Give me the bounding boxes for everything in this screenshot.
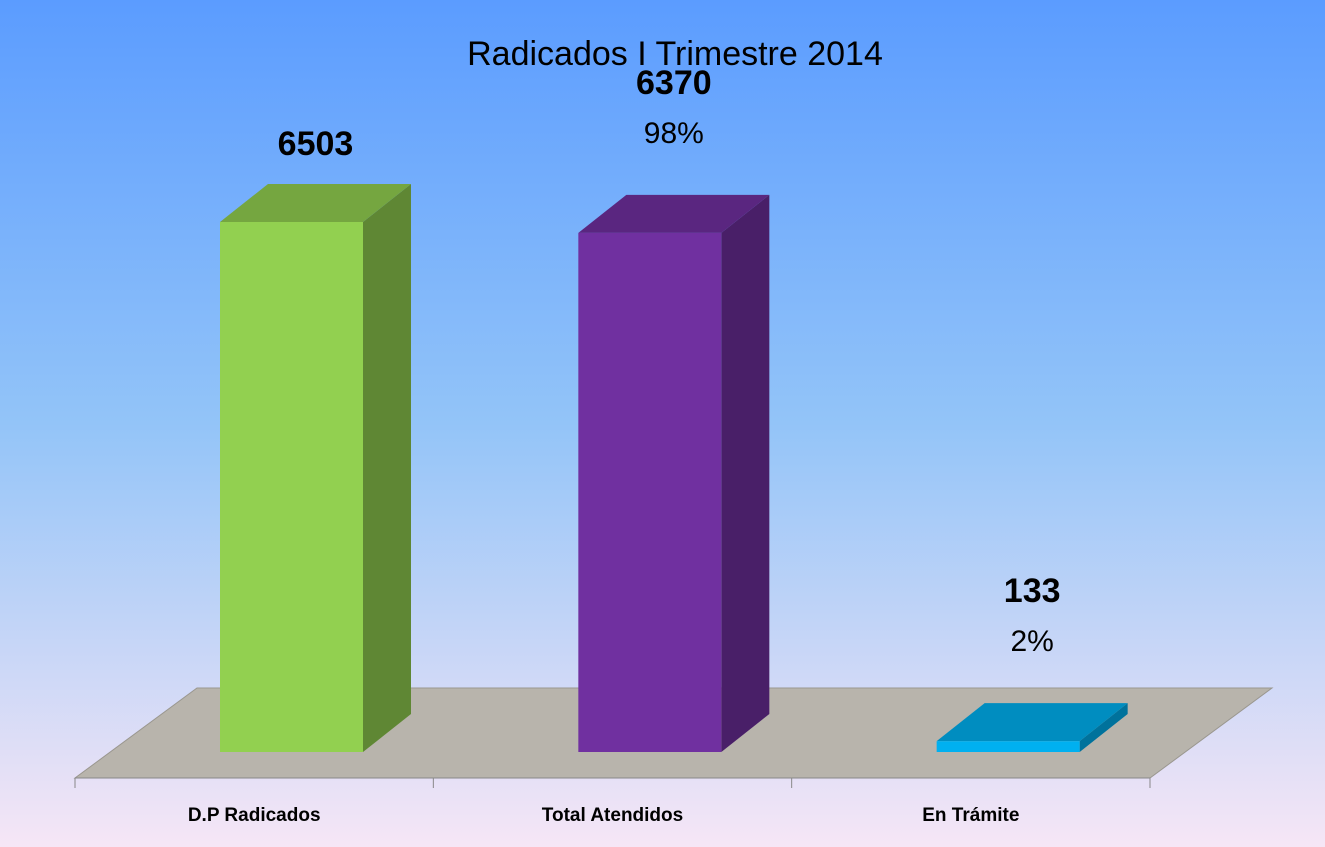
bar-side: [363, 184, 411, 752]
value-label: 133: [1004, 572, 1061, 610]
bar-top: [220, 184, 411, 222]
bar: [936, 741, 1080, 752]
x-tick-label: D.P Radicados: [188, 805, 321, 826]
value-label: 6370: [636, 64, 712, 102]
bar-top: [936, 703, 1128, 742]
percent-label: 2%: [1010, 625, 1053, 658]
value-label: 6503: [278, 125, 354, 163]
bar: [220, 222, 363, 752]
bar: [578, 232, 722, 753]
bar-side: [1079, 703, 1128, 752]
x-tick-label: En Trámite: [922, 805, 1019, 826]
percent-label: 98%: [644, 117, 704, 150]
x-tick-label: Total Atendidos: [542, 805, 683, 826]
bar-side: [721, 194, 770, 753]
chart-title: Radicados I Trimestre 2014: [467, 35, 883, 73]
bar-top: [578, 194, 770, 233]
